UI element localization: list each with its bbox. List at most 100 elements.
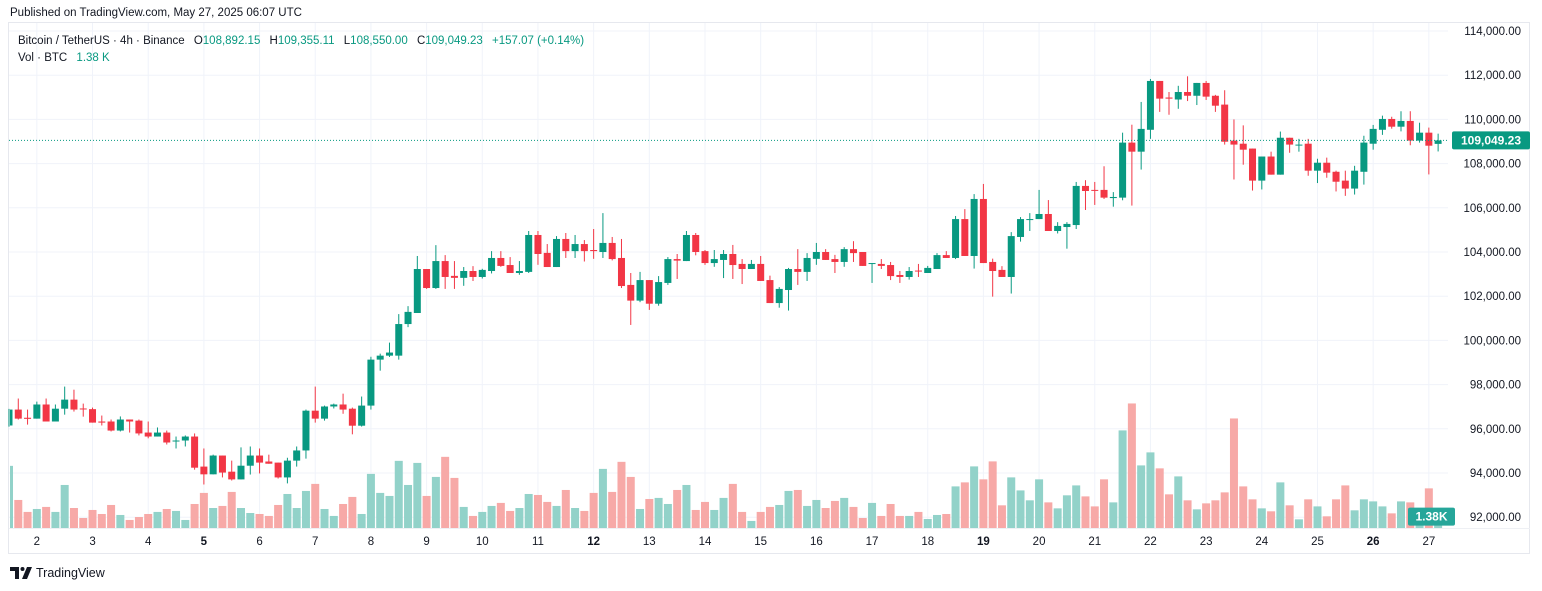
candle — [1211, 94, 1219, 112]
candle — [1239, 125, 1247, 165]
volume-label[interactable]: Vol · BTC — [18, 52, 68, 64]
y-tick-label: 108,000.00 — [1463, 159, 1521, 171]
candle-body — [209, 455, 217, 475]
candle — [1017, 217, 1025, 242]
volume-bar — [1044, 502, 1053, 528]
volume-bar — [1053, 508, 1062, 528]
candle-body — [283, 460, 291, 478]
price-axis[interactable]: 114,000.00 112,000.00 110,000.00 108,000.00… — [1463, 26, 1521, 524]
candle — [989, 258, 997, 297]
low-label: L — [343, 35, 351, 47]
candle-body — [1146, 80, 1154, 130]
volume-bar — [710, 509, 719, 528]
candle — [265, 454, 273, 464]
volume-bar — [1276, 482, 1285, 528]
candle-body — [478, 269, 486, 277]
x-tick-label: 11 — [532, 536, 544, 548]
volume-bar — [181, 519, 190, 528]
candle-body — [311, 410, 319, 419]
x-tick-label: 15 — [754, 536, 767, 548]
candle-body — [896, 274, 904, 277]
candle — [1378, 115, 1386, 135]
volume-bar — [10, 465, 13, 528]
candle-body — [1026, 219, 1034, 221]
candle — [144, 421, 152, 439]
x-tick-label: 6 — [256, 536, 262, 548]
candle — [701, 250, 709, 265]
candle-body — [218, 455, 226, 473]
last-price-tag: 109,049.23 — [1452, 131, 1530, 150]
candle-body — [256, 455, 264, 463]
candle-body — [645, 280, 653, 304]
time-axis[interactable]: 2 3 4 5 6 7 8 9 10 11 12 13 14 15 16 17 18 19 20 21 22 23 24 25… — [34, 536, 1436, 548]
candle-body — [1184, 91, 1192, 96]
symbol-title[interactable]: Bitcoin / TetherUS · 4h · Binance — [18, 35, 185, 47]
candle — [692, 232, 700, 256]
candle-body — [1434, 140, 1442, 144]
last-volume-tag: 1.38K — [1408, 507, 1455, 526]
volume-bar — [1359, 499, 1368, 528]
volume-bar — [1387, 513, 1396, 528]
volume-bar — [524, 493, 533, 528]
x-tick-label: 19 — [977, 536, 990, 548]
volume-bar — [886, 503, 895, 528]
volume-bar — [663, 503, 672, 528]
candle-body — [1230, 140, 1238, 145]
volume-bar — [1220, 492, 1229, 528]
candle-body — [246, 455, 254, 466]
x-tick-label: 7 — [312, 536, 318, 548]
candle-body — [413, 269, 421, 313]
candle — [1258, 156, 1266, 190]
candle — [673, 253, 681, 279]
high-label: H — [269, 35, 278, 47]
candle-body — [720, 253, 728, 260]
candle-body — [757, 263, 765, 281]
candle — [1295, 138, 1303, 152]
change-value: +157.07 (+0.14%) — [492, 35, 585, 47]
candle — [534, 231, 542, 265]
candle-body — [1156, 80, 1164, 99]
candle-body — [803, 257, 811, 272]
candle — [116, 416, 124, 432]
chart-frame — [8, 22, 1530, 554]
volume-bar — [1332, 499, 1341, 528]
candle-body — [70, 399, 78, 410]
candle — [710, 250, 718, 267]
candle-body — [942, 255, 950, 258]
last-volume-label: 1.38K — [1415, 510, 1447, 524]
volume-bar — [199, 492, 208, 528]
candle-body — [144, 432, 152, 437]
candle — [924, 265, 932, 273]
volume-bar — [515, 508, 524, 528]
tradingview-logo[interactable]: TradingView — [10, 566, 105, 580]
candle — [98, 415, 106, 426]
candle — [757, 255, 765, 281]
candle-body — [785, 269, 793, 291]
candle-body — [571, 244, 579, 252]
volume-bar — [1267, 511, 1276, 528]
volume-bar — [496, 502, 505, 528]
candle — [822, 249, 830, 260]
volume-bar — [645, 498, 654, 528]
candle — [729, 244, 737, 279]
candle — [460, 267, 468, 286]
candle-body — [200, 466, 208, 475]
volume-bar — [877, 515, 886, 528]
tradingview-logo-icon — [10, 567, 32, 579]
candle — [1119, 132, 1127, 201]
volume-bar — [830, 500, 839, 528]
candle-body — [24, 417, 32, 419]
volume-bar — [506, 510, 515, 528]
candle — [887, 261, 895, 281]
candle — [766, 275, 774, 304]
candle — [413, 255, 421, 313]
volume-bar — [441, 456, 450, 528]
volume-bar — [997, 505, 1006, 528]
candle-body — [1100, 189, 1108, 198]
candles — [8, 76, 1442, 485]
candle-body — [488, 257, 496, 272]
candle — [8, 408, 13, 427]
candle-body — [376, 355, 384, 360]
candle-body — [1165, 97, 1173, 99]
